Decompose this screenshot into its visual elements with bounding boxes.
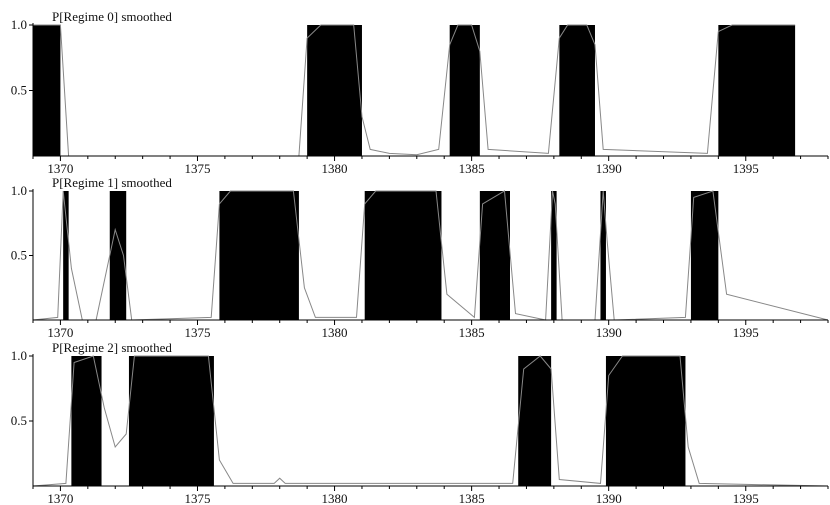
- regime-bar: [479, 191, 510, 320]
- panel-title-regime-1: P[Regime 1] smoothed: [52, 175, 172, 190]
- regime-bar: [128, 356, 214, 486]
- panel-title-regime-2: P[Regime 2] smoothed: [52, 340, 172, 355]
- regime-bar: [600, 191, 606, 320]
- x-tick-label: 1395: [733, 491, 759, 505]
- panel-regime-2: P[Regime 2] smoothed 1370 1375 1380 1385 139…: [11, 340, 829, 505]
- y-tick-label: 0.5: [11, 83, 27, 98]
- panel-title-regime-0: P[Regime 0] smoothed: [52, 9, 172, 24]
- y-tick-label: 1.0: [11, 348, 27, 363]
- panel-regime-1: P[Regime 1] smoothed 1370 1375 1380 1385 139…: [11, 175, 829, 340]
- probability-line: [33, 24, 796, 157]
- regime-bar: [690, 191, 719, 320]
- x-tick-label: 1395: [733, 325, 759, 340]
- regime-bar: [559, 25, 595, 156]
- x-tick-label: 1385: [459, 491, 485, 505]
- x-tick-label: 1390: [596, 161, 622, 176]
- x-tick-label: 1370: [47, 161, 73, 176]
- x-tick-label: 1395: [733, 161, 759, 176]
- regime-bar: [71, 356, 102, 486]
- y-tick-label: 0.5: [11, 413, 27, 428]
- x-tick-label: 1375: [184, 325, 210, 340]
- regime-bar: [718, 25, 796, 156]
- regime-bar: [307, 25, 362, 156]
- regime-bar: [219, 191, 299, 320]
- x-tick-label: 1390: [596, 491, 622, 505]
- probability-line: [32, 355, 829, 487]
- regime-bar: [63, 191, 69, 320]
- x-tick-label: 1370: [47, 491, 73, 505]
- regime-bar: [518, 356, 552, 486]
- regime-bar: [551, 191, 557, 320]
- regime-bar: [449, 25, 480, 156]
- regime-bar: [364, 191, 442, 320]
- x-tick-label: 1375: [184, 491, 210, 505]
- y-tick-label: 1.0: [11, 17, 27, 32]
- panel-regime-0: P[Regime 0] smoothed 1370 1375 1380 1385 139…: [11, 9, 829, 176]
- x-tick-label: 1380: [322, 325, 348, 340]
- regime-bar: [33, 25, 61, 156]
- regime-bar: [605, 356, 686, 486]
- x-tick-label: 1385: [459, 161, 485, 176]
- x-tick-label: 1390: [596, 325, 622, 340]
- y-tick-label: 1.0: [11, 183, 27, 198]
- x-tick-label: 1370: [47, 325, 73, 340]
- x-tick-label: 1380: [322, 161, 348, 176]
- x-tick-label: 1375: [184, 161, 210, 176]
- probability-line: [32, 190, 829, 321]
- y-tick-label: 0.5: [11, 248, 27, 263]
- x-tick-label: 1385: [459, 325, 485, 340]
- x-tick-label: 1380: [322, 491, 348, 505]
- regime-bar: [109, 191, 127, 320]
